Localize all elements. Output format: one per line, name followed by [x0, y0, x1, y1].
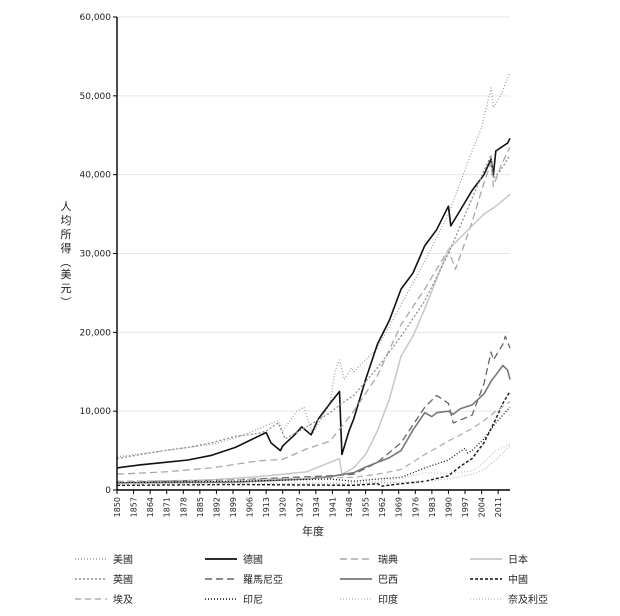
- series-lines: [116, 71, 511, 487]
- x-tick-label: 2004: [478, 497, 487, 517]
- x-tick-label: 1878: [179, 497, 188, 517]
- legend-label: 中國: [508, 573, 528, 586]
- series-line-8: [116, 391, 511, 487]
- series-line-4: [116, 193, 511, 484]
- series-line-3: [116, 146, 511, 475]
- legend-label: 羅馬尼亞: [243, 574, 283, 586]
- y-tick-label: 0: [105, 486, 111, 496]
- legend-label: 日本: [508, 553, 528, 566]
- y-axis-title-char: 人: [61, 200, 72, 213]
- y-tick-label: 40,000: [80, 171, 112, 181]
- x-tick-label: 1927: [295, 497, 304, 517]
- x-axis-ticks: 1850 1857 1864 1871 1878 1885 1892 1899 1906 1913…: [113, 490, 503, 517]
- y-axis-title-char: 均: [61, 214, 72, 227]
- y-tick-label: 50,000: [80, 92, 112, 102]
- x-tick-label: 1892: [212, 497, 221, 517]
- series-line-1: [116, 71, 511, 458]
- legend-label: 埃及: [113, 593, 133, 606]
- legend-label: 巴西: [378, 574, 398, 586]
- x-tick-label: 1997: [461, 497, 470, 517]
- x-tick-label: 1871: [163, 497, 172, 517]
- x-tick-label: 1920: [279, 497, 288, 517]
- x-tick-label: 1885: [196, 497, 205, 517]
- x-tick-label: 1864: [146, 497, 155, 517]
- legend-label: 印尼: [243, 594, 263, 606]
- y-axis-title-char: 美: [61, 268, 72, 281]
- x-tick-label: 1983: [428, 497, 437, 517]
- y-axis-title-char: ）: [59, 297, 72, 308]
- y-tick-label: 60,000: [80, 13, 112, 23]
- x-tick-label: 1955: [362, 497, 371, 517]
- legend-label: 奈及利亞: [508, 593, 548, 606]
- legend-label: 印度: [378, 593, 398, 606]
- x-tick-label: 1913: [262, 497, 271, 517]
- y-tick-label: 10,000: [80, 407, 112, 417]
- y-axis-title-char: 得: [61, 242, 72, 255]
- series-line-5: [116, 154, 511, 460]
- y-axis-ticks: 0 10,000 20,000 30,000 40,000 50,000 60,000: [80, 13, 117, 496]
- x-axis-title: 年度: [302, 524, 324, 538]
- x-tick-label: 1906: [246, 497, 255, 517]
- legend-label: 德國: [243, 553, 263, 566]
- x-tick-label: 2011: [494, 497, 503, 517]
- series-line-2: [116, 138, 511, 469]
- y-axis-title-char: 所: [61, 228, 72, 241]
- x-tick-label: 1857: [130, 497, 139, 517]
- y-tick-label: 30,000: [80, 250, 112, 260]
- x-tick-label: 1899: [229, 497, 238, 517]
- x-tick-label: 1934: [312, 497, 321, 517]
- x-tick-label: 1969: [395, 497, 404, 517]
- x-tick-label: 1941: [328, 497, 337, 517]
- y-axis-title-char: 元: [61, 282, 72, 295]
- legend-label: 瑞典: [378, 553, 398, 566]
- x-tick-label: 1850: [113, 497, 122, 517]
- series-line-7: [116, 364, 511, 484]
- y-axis-title-char: （: [59, 257, 72, 268]
- legend-label: 美國: [113, 553, 133, 566]
- y-tick-label: 20,000: [80, 328, 112, 338]
- x-tick-label: 1962: [378, 497, 387, 517]
- series-line-6: [116, 335, 511, 483]
- legend-label: 英國: [113, 573, 133, 586]
- series-line-9: [116, 401, 511, 482]
- x-tick-label: 1976: [411, 497, 420, 517]
- x-tick-label: 1948: [345, 497, 354, 517]
- grid-lines: [117, 16, 510, 412]
- x-tick-label: 1990: [444, 497, 453, 517]
